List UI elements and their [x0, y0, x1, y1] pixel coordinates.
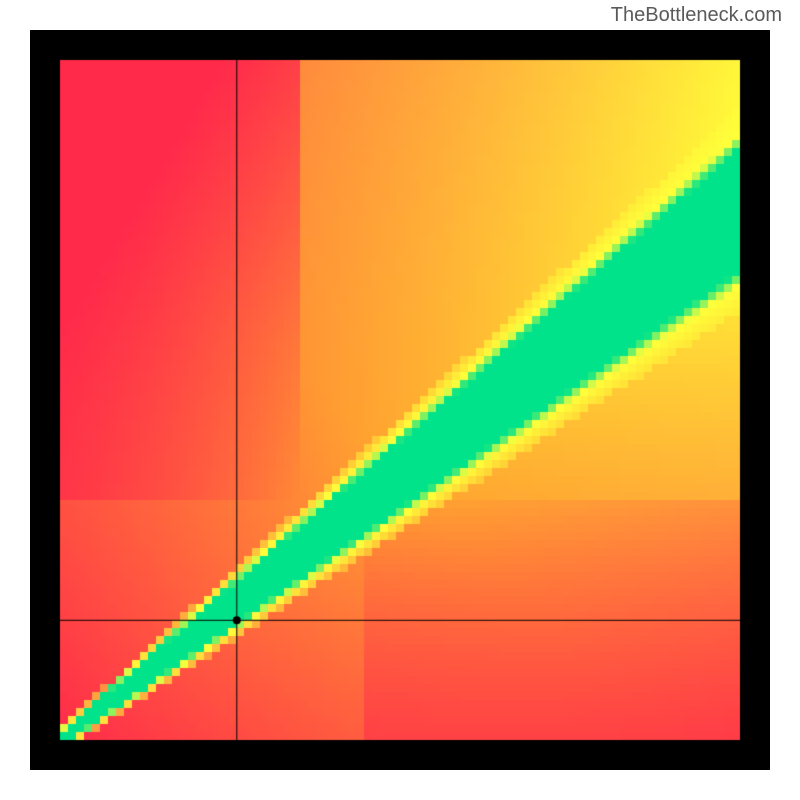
bottleneck-heatmap [30, 30, 770, 770]
watermark-text: TheBottleneck.com [611, 4, 782, 27]
chart-container: TheBottleneck.com [0, 0, 800, 800]
